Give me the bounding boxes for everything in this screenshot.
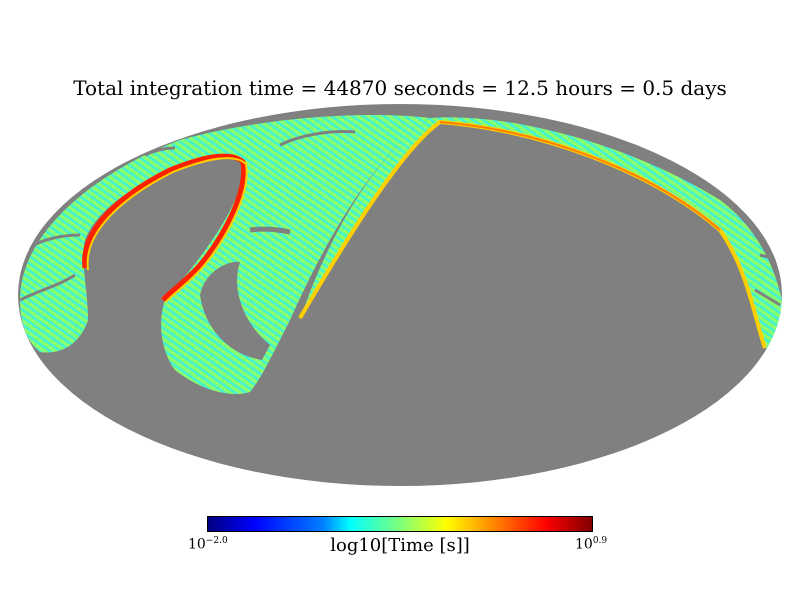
scan-gap-arc bbox=[279, 130, 356, 147]
chart-title: Total integration time = 44870 seconds =… bbox=[73, 76, 727, 100]
unobserved-crescent bbox=[200, 261, 270, 360]
scan-gap-arc bbox=[144, 146, 176, 157]
coverage-band-left bbox=[20, 114, 430, 394]
colorbar-max-label: 100.9 bbox=[575, 536, 608, 553]
coverage-edge-left-outer bbox=[86, 157, 248, 303]
sky-ellipse-unobserved bbox=[18, 104, 782, 486]
coverage-band-right bbox=[300, 117, 782, 349]
colorbar-label: log10[Time [s]] bbox=[330, 535, 470, 556]
colorbar-gradient bbox=[207, 516, 593, 532]
scan-gap-arc bbox=[609, 143, 656, 157]
colorbar bbox=[207, 516, 593, 532]
scan-gap-arc bbox=[754, 288, 781, 307]
coverage-edge-right-inner bbox=[439, 121, 721, 231]
scan-gap-arc bbox=[249, 226, 291, 235]
scan-gap-arc bbox=[19, 273, 76, 302]
colorbar-min-label: 10−2.0 bbox=[188, 536, 228, 553]
